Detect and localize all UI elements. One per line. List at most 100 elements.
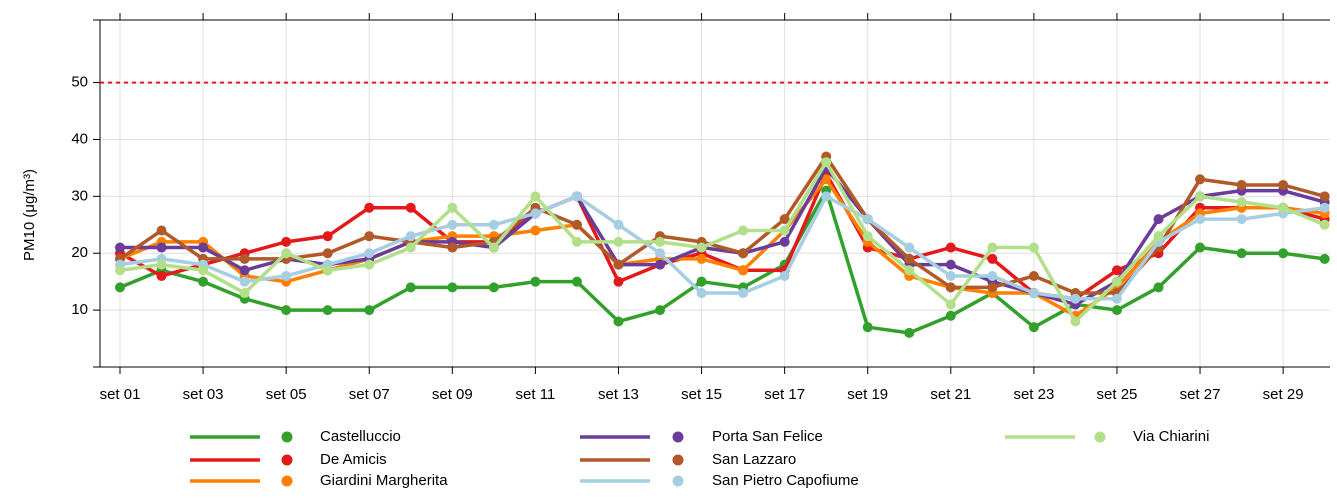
- y-tick-label: 30: [71, 187, 88, 204]
- y-tick-label: 50: [71, 74, 88, 91]
- data-point: [530, 276, 541, 287]
- data-point: [156, 259, 167, 270]
- data-point: [613, 316, 624, 327]
- data-point: [115, 242, 125, 253]
- data-point: [779, 270, 790, 281]
- data-point: [1319, 202, 1330, 213]
- data-point: [571, 219, 582, 230]
- data-point: [862, 214, 873, 225]
- x-tick-label: set 15: [681, 386, 722, 403]
- data-point: [488, 242, 499, 253]
- data-point: [1153, 231, 1164, 242]
- data-point: [1111, 305, 1122, 316]
- legend-label: Giardini Margherita: [320, 472, 448, 489]
- legend-label: Porta San Felice: [712, 428, 823, 445]
- data-point: [738, 225, 749, 236]
- data-point: [655, 236, 666, 247]
- data-point: [488, 219, 499, 230]
- series-line: [119, 160, 1326, 324]
- data-point: [862, 231, 873, 242]
- data-point: [322, 231, 333, 242]
- data-point: [1153, 214, 1164, 225]
- x-tick-label: set 23: [1013, 386, 1054, 403]
- data-point: [821, 174, 832, 185]
- data-point: [1070, 293, 1081, 304]
- data-point: [987, 253, 998, 264]
- data-point: [1153, 282, 1164, 293]
- data-point: [530, 225, 541, 236]
- data-point: [655, 248, 666, 259]
- data-point: [322, 248, 333, 259]
- data-point: [447, 219, 458, 230]
- data-point: [1236, 248, 1247, 259]
- data-point: [364, 231, 375, 242]
- data-point: [945, 242, 956, 253]
- data-point: [696, 288, 707, 299]
- data-point: [447, 202, 458, 213]
- data-point: [281, 305, 292, 316]
- data-point: [115, 265, 125, 276]
- series-line: [120, 166, 1326, 307]
- data-point: [198, 265, 209, 276]
- series-line: [119, 154, 1326, 295]
- data-point: [987, 242, 998, 253]
- data-point: [987, 282, 998, 293]
- series-line: [119, 188, 1325, 335]
- data-point: [405, 231, 416, 242]
- data-point: [696, 253, 707, 264]
- data-point: [1236, 179, 1247, 190]
- legend-label: Via Chiarini: [1133, 428, 1209, 445]
- legend-label: San Pietro Capofiume: [712, 472, 859, 489]
- data-point: [198, 242, 209, 253]
- data-point: [530, 208, 541, 219]
- data-point: [945, 270, 956, 281]
- data-point: [613, 219, 624, 230]
- data-point: [239, 288, 250, 299]
- x-tick-label: set 11: [516, 386, 556, 403]
- data-point: [655, 305, 666, 316]
- data-point: [987, 270, 998, 281]
- data-point: [696, 276, 707, 287]
- data-point: [239, 276, 250, 287]
- legend-dot: [672, 431, 684, 443]
- x-tick-label: set 03: [183, 386, 224, 403]
- data-point: [1278, 179, 1289, 190]
- legend-label: De Amicis: [320, 451, 387, 468]
- data-point: [945, 259, 956, 270]
- x-tick-label: set 19: [847, 386, 888, 403]
- data-point: [1195, 214, 1206, 225]
- data-point: [779, 236, 790, 247]
- legend-dot: [672, 475, 684, 487]
- series-line: [119, 171, 1326, 301]
- y-tick-label: 20: [71, 244, 88, 261]
- data-point: [239, 253, 250, 264]
- data-point: [364, 248, 375, 259]
- data-point: [1236, 214, 1247, 225]
- data-point: [904, 253, 915, 264]
- data-point: [904, 327, 915, 338]
- data-point: [779, 225, 790, 236]
- x-tick-label: set 21: [930, 386, 971, 403]
- data-point: [904, 265, 915, 276]
- data-point: [198, 276, 209, 287]
- y-axis-label: PM10 (μg/m³): [21, 169, 38, 261]
- data-point: [571, 276, 582, 287]
- data-point: [696, 242, 707, 253]
- x-tick-label: set 27: [1180, 386, 1221, 403]
- data-point: [1111, 276, 1122, 287]
- x-tick-label: set 17: [764, 386, 805, 403]
- legend-label: Castelluccio: [320, 428, 401, 445]
- data-point: [488, 282, 499, 293]
- data-point: [821, 157, 832, 168]
- data-point: [1195, 242, 1206, 253]
- data-point: [322, 305, 333, 316]
- data-point: [1028, 322, 1039, 333]
- data-point: [904, 242, 915, 253]
- x-tick-label: set 09: [432, 386, 473, 403]
- data-point: [1319, 219, 1330, 230]
- data-point: [1236, 197, 1247, 208]
- x-tick-label: set 29: [1263, 386, 1304, 403]
- data-point: [1195, 174, 1206, 185]
- data-point: [738, 248, 749, 259]
- data-point: [405, 242, 416, 253]
